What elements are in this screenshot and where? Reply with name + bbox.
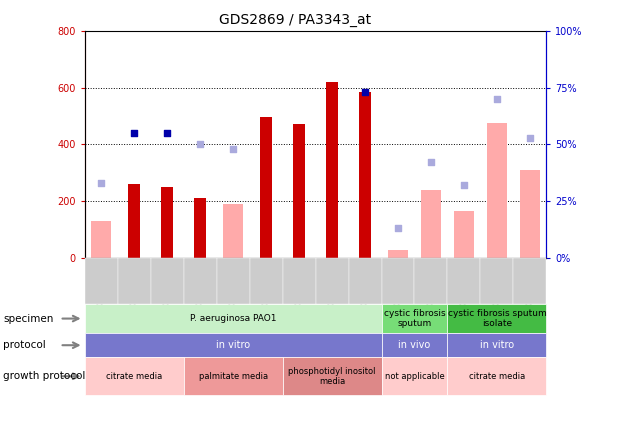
Bar (487, 123, 507, 258)
Text: palmitate media: palmitate media (198, 372, 268, 381)
Text: specimen: specimen (3, 313, 53, 324)
Point (129, 130, 139, 137)
Text: protocol: protocol (3, 340, 46, 350)
Bar (327, 82, 338, 258)
Bar (129, 184, 140, 258)
Bar (92, 221, 111, 258)
Point (426, 159, 436, 166)
Point (360, 89, 370, 96)
Bar (388, 250, 408, 258)
Bar (421, 190, 441, 258)
Text: cystic fibrosis
sputum: cystic fibrosis sputum (384, 309, 445, 328)
Bar (293, 124, 305, 258)
Text: GDS2869 / PA3343_at: GDS2869 / PA3343_at (219, 13, 371, 28)
Text: P. aeruginosa PAO1: P. aeruginosa PAO1 (190, 314, 276, 323)
Text: in vitro: in vitro (480, 340, 514, 350)
Point (195, 141, 205, 148)
Bar (261, 117, 272, 258)
Point (162, 130, 172, 137)
Bar (224, 204, 243, 258)
Point (525, 134, 535, 141)
Bar (195, 198, 206, 258)
Bar (161, 187, 173, 258)
Point (228, 145, 238, 152)
Point (492, 95, 502, 103)
Text: in vivo: in vivo (398, 340, 431, 350)
Point (459, 182, 469, 189)
Text: in vitro: in vitro (216, 340, 250, 350)
Bar (359, 92, 371, 258)
Text: growth protocol: growth protocol (3, 371, 85, 381)
Point (393, 225, 403, 232)
Bar (520, 170, 539, 258)
Text: citrate media: citrate media (106, 372, 163, 381)
Bar (454, 211, 474, 258)
Text: phosphotidyl inositol
media: phosphotidyl inositol media (288, 367, 376, 386)
Text: cystic fibrosis sputum
isolate: cystic fibrosis sputum isolate (448, 309, 546, 328)
Point (96, 179, 106, 186)
Text: citrate media: citrate media (468, 372, 525, 381)
Text: not applicable: not applicable (384, 372, 445, 381)
